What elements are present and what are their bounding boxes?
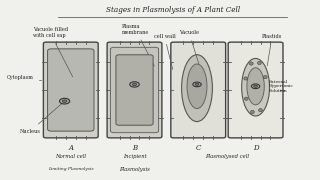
FancyBboxPatch shape: [171, 42, 226, 138]
FancyBboxPatch shape: [48, 49, 94, 131]
FancyBboxPatch shape: [116, 55, 153, 125]
Text: Limiting Plasmolysis: Limiting Plasmolysis: [48, 167, 94, 171]
Ellipse shape: [258, 61, 261, 65]
Text: D: D: [253, 144, 258, 152]
Text: Vacuole filled
with cell sap: Vacuole filled with cell sap: [33, 27, 73, 77]
Text: Normal cell: Normal cell: [55, 154, 86, 159]
Ellipse shape: [249, 62, 253, 65]
FancyBboxPatch shape: [228, 42, 283, 138]
Ellipse shape: [259, 109, 262, 112]
Text: Plastids: Plastids: [262, 34, 282, 66]
Circle shape: [60, 98, 70, 104]
Text: cell wall: cell wall: [154, 34, 175, 69]
Ellipse shape: [251, 110, 254, 114]
Circle shape: [62, 100, 67, 102]
Ellipse shape: [187, 64, 207, 109]
Text: Plasma
membrane: Plasma membrane: [122, 24, 154, 66]
Circle shape: [195, 83, 199, 86]
Text: Incipient: Incipient: [123, 154, 146, 159]
Ellipse shape: [244, 97, 248, 100]
Text: Vacuole: Vacuole: [179, 30, 201, 69]
FancyBboxPatch shape: [44, 42, 98, 138]
Ellipse shape: [181, 55, 212, 122]
Ellipse shape: [242, 58, 269, 116]
Circle shape: [130, 82, 139, 87]
FancyBboxPatch shape: [107, 42, 162, 138]
Circle shape: [132, 83, 137, 86]
Text: B: B: [132, 144, 137, 152]
Text: Plasmolysis: Plasmolysis: [119, 167, 150, 172]
Text: A: A: [68, 144, 73, 152]
Text: External
Hypertonic
Solution: External Hypertonic Solution: [268, 80, 293, 93]
Text: Plasmolysed cell: Plasmolysed cell: [205, 154, 249, 159]
Ellipse shape: [263, 75, 267, 79]
Text: Cytoplasm: Cytoplasm: [7, 75, 42, 81]
Circle shape: [254, 85, 258, 87]
Circle shape: [193, 82, 201, 87]
Ellipse shape: [244, 77, 248, 80]
Text: Nucleus: Nucleus: [20, 103, 62, 134]
Ellipse shape: [247, 68, 264, 105]
FancyBboxPatch shape: [110, 47, 159, 133]
Text: C: C: [196, 144, 201, 152]
Text: Stages in Plasmolysis of A Plant Cell: Stages in Plasmolysis of A Plant Cell: [106, 6, 240, 14]
Circle shape: [252, 84, 260, 89]
